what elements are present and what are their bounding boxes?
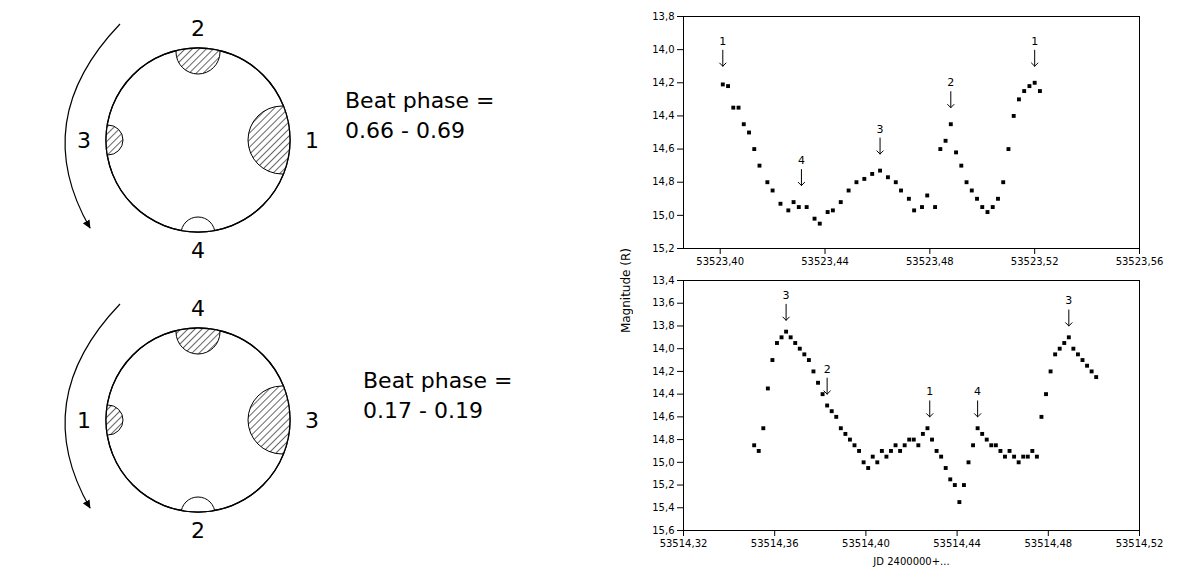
svg-text:53514,44: 53514,44 — [933, 538, 981, 549]
svg-text:53523,48: 53523,48 — [906, 256, 954, 267]
svg-text:53523,52: 53523,52 — [1011, 256, 1059, 267]
svg-text:4: 4 — [191, 296, 205, 321]
svg-text:15,4: 15,4 — [652, 502, 674, 513]
svg-text:15,2: 15,2 — [652, 243, 674, 254]
svg-text:13,8: 13,8 — [652, 11, 674, 22]
svg-text:14,0: 14,0 — [652, 44, 674, 55]
svg-text:1: 1 — [719, 35, 726, 48]
svg-text:Beat phase =: Beat phase = — [363, 368, 513, 393]
svg-text:1: 1 — [1031, 35, 1038, 48]
svg-text:JD 2400000+...: JD 2400000+... — [872, 556, 949, 567]
svg-text:2: 2 — [824, 363, 831, 376]
svg-text:14,0: 14,0 — [652, 343, 674, 354]
svg-text:14,2: 14,2 — [652, 366, 674, 377]
svg-text:53523,40: 53523,40 — [696, 256, 744, 267]
svg-text:13,6: 13,6 — [652, 297, 674, 308]
svg-text:14,8: 14,8 — [652, 434, 674, 445]
svg-text:14,4: 14,4 — [652, 388, 674, 399]
svg-text:4: 4 — [191, 238, 205, 263]
svg-text:Beat phase =: Beat phase = — [345, 88, 495, 113]
svg-text:53514,40: 53514,40 — [842, 538, 890, 549]
svg-text:14,2: 14,2 — [652, 77, 674, 88]
svg-text:53514,48: 53514,48 — [1024, 538, 1072, 549]
svg-text:53514,52: 53514,52 — [1116, 538, 1164, 549]
svg-text:13,4: 13,4 — [652, 275, 674, 286]
svg-text:15,2: 15,2 — [652, 479, 674, 490]
svg-text:14,4: 14,4 — [652, 110, 674, 121]
svg-text:53523,56: 53523,56 — [1116, 256, 1164, 267]
svg-text:2: 2 — [191, 16, 205, 41]
svg-text:15,0: 15,0 — [652, 210, 674, 221]
svg-text:53514,32: 53514,32 — [660, 538, 708, 549]
svg-text:0.66 - 0.69: 0.66 - 0.69 — [345, 118, 465, 143]
svg-text:15,0: 15,0 — [652, 457, 674, 468]
svg-text:3: 3 — [77, 128, 91, 153]
svg-text:15,6: 15,6 — [652, 525, 674, 536]
svg-text:14,6: 14,6 — [652, 143, 674, 154]
svg-text:4: 4 — [974, 385, 981, 398]
svg-text:3: 3 — [877, 123, 884, 136]
svg-text:1: 1 — [926, 385, 933, 398]
svg-text:1: 1 — [305, 128, 319, 153]
svg-text:4: 4 — [798, 154, 805, 167]
svg-text:3: 3 — [305, 408, 319, 433]
svg-text:14,6: 14,6 — [652, 411, 674, 422]
svg-text:0.17 - 0.19: 0.17 - 0.19 — [363, 398, 483, 423]
svg-text:3: 3 — [783, 289, 790, 302]
svg-text:13,8: 13,8 — [652, 320, 674, 331]
svg-text:1: 1 — [77, 408, 91, 433]
svg-text:53523,44: 53523,44 — [801, 256, 849, 267]
svg-text:3: 3 — [1065, 294, 1072, 307]
svg-text:2: 2 — [947, 76, 954, 89]
html-text:Magnitude (R): Magnitude (R) — [619, 248, 633, 334]
svg-text:14,8: 14,8 — [652, 176, 674, 187]
svg-text:53514,36: 53514,36 — [751, 538, 799, 549]
svg-text:2: 2 — [191, 518, 205, 543]
